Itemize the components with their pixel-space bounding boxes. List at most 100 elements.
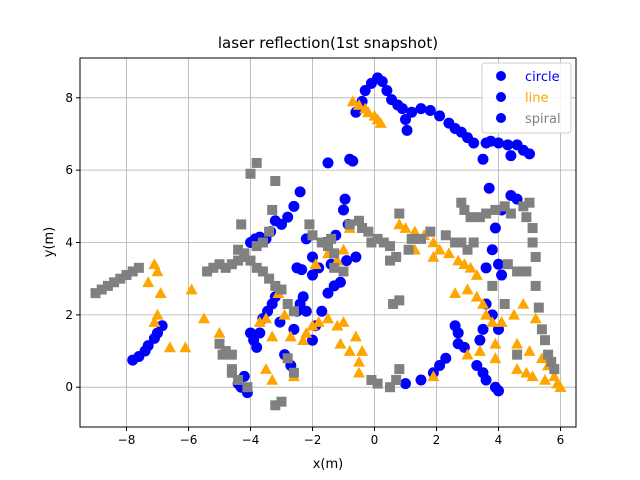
line-point <box>278 308 291 320</box>
circle-point <box>341 255 353 267</box>
line-point <box>408 225 421 237</box>
spiral-point <box>540 335 550 346</box>
circle-point <box>496 269 508 281</box>
line-point <box>511 363 524 374</box>
line-point <box>393 218 406 230</box>
line-point <box>337 243 350 255</box>
spiral-point <box>512 349 523 360</box>
line-point <box>449 287 462 298</box>
spiral-point <box>282 353 293 364</box>
circle-point <box>483 182 495 194</box>
spiral-point <box>481 208 492 219</box>
line-point <box>312 316 325 327</box>
spiral-point <box>403 244 414 255</box>
line-point <box>346 95 359 107</box>
line-point <box>464 261 477 273</box>
circle-point <box>297 291 309 303</box>
spiral-point <box>96 284 107 295</box>
spiral-point <box>214 338 225 349</box>
spiral-point <box>264 226 275 237</box>
line-point <box>300 326 313 338</box>
spiral-point <box>524 197 535 208</box>
line-point <box>331 319 344 331</box>
line-point <box>489 352 502 364</box>
circle-point <box>424 104 436 116</box>
circle-point <box>350 251 362 263</box>
spiral-point <box>465 212 476 223</box>
line-point <box>353 99 365 110</box>
line-point <box>154 287 167 298</box>
legend-label-spiral: spiral <box>525 112 561 127</box>
circle-point <box>477 323 489 335</box>
circle-point <box>486 244 498 256</box>
x-tick-label: 2 <box>433 433 441 447</box>
line-point <box>427 250 440 262</box>
spiral-point <box>257 237 268 248</box>
circle-point <box>381 85 393 97</box>
spiral-point <box>226 364 237 375</box>
spiral-point <box>487 280 498 291</box>
line-point <box>442 247 455 259</box>
data-points <box>90 72 567 411</box>
spiral-point <box>521 212 532 223</box>
line-point <box>495 316 508 327</box>
line-point <box>458 258 471 270</box>
spiral-point <box>239 248 250 259</box>
line-point <box>151 265 164 277</box>
spiral-point <box>527 223 538 234</box>
spiral-point <box>530 280 541 291</box>
spiral-point <box>208 262 219 273</box>
spiral-point <box>257 266 268 277</box>
circle-point <box>300 305 312 317</box>
circle-point <box>434 360 446 371</box>
spiral-point <box>242 382 253 393</box>
circle-point <box>452 338 464 350</box>
spiral-point <box>329 262 340 273</box>
circle-point <box>471 360 483 371</box>
x-tick-label: 4 <box>495 433 503 447</box>
chart-title: laser reflection(1st snapshot) <box>218 34 438 52</box>
x-tick-label: −2 <box>304 433 322 447</box>
spiral-point <box>276 284 287 295</box>
circle-point <box>415 374 427 386</box>
spiral-point <box>505 208 516 219</box>
y-tick-label: 6 <box>65 163 73 177</box>
line-point <box>362 106 375 118</box>
spiral-point <box>121 270 132 281</box>
spiral-point <box>394 364 405 375</box>
spiral-point <box>214 259 225 270</box>
line-point <box>399 222 412 233</box>
circle-point <box>359 85 371 97</box>
y-tick-label: 4 <box>65 236 73 250</box>
line-point <box>470 269 483 280</box>
line-point <box>353 355 365 367</box>
x-tick-label: −4 <box>242 433 260 447</box>
line-point <box>520 366 533 378</box>
spiral-point <box>270 176 281 186</box>
spiral-point <box>245 255 256 266</box>
circle-point <box>254 327 266 339</box>
spiral-point <box>363 226 374 237</box>
circle-point <box>400 378 411 390</box>
line-point <box>508 308 520 320</box>
line-point <box>260 363 272 374</box>
x-tick-label: −8 <box>118 433 136 447</box>
line-point <box>480 308 493 320</box>
circle-point <box>505 150 517 162</box>
spiral-point <box>233 374 244 385</box>
spiral-point <box>288 306 299 317</box>
circle-point <box>316 305 328 317</box>
axis-ticks: −8 −6 −4 −2 0 2 4 6 0 2 4 6 8 <box>65 91 564 447</box>
spiral-point <box>115 273 126 284</box>
spiral-point <box>385 241 395 252</box>
line-point <box>266 373 279 385</box>
line-point <box>198 312 210 324</box>
spiral-point <box>344 219 355 230</box>
spiral-point <box>326 233 337 244</box>
spiral-point <box>490 204 501 215</box>
y-tick-label: 8 <box>65 91 73 105</box>
line-point <box>334 337 347 349</box>
circle-point <box>322 287 334 299</box>
spiral-point <box>530 251 541 262</box>
spiral-point <box>282 299 293 309</box>
